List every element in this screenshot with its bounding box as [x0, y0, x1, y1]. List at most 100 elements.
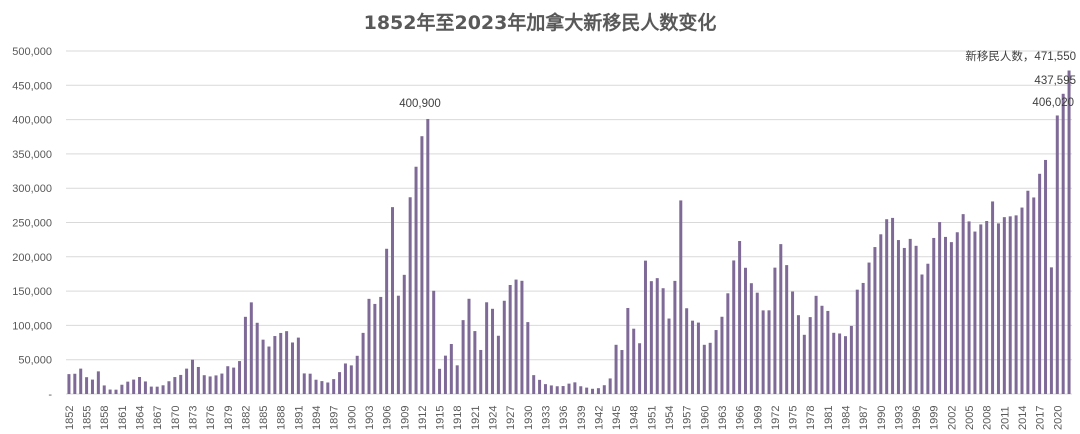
bar	[138, 376, 142, 394]
bar	[932, 237, 936, 394]
bar	[973, 231, 977, 394]
x-tick-label: 1927	[505, 406, 517, 430]
bar	[596, 388, 600, 394]
bar	[779, 244, 783, 394]
x-tick-label: 1984	[841, 406, 853, 430]
bar	[1026, 190, 1030, 394]
bar	[949, 242, 953, 394]
x-tick-label: 1930	[523, 406, 535, 430]
bar	[485, 302, 489, 394]
bar	[708, 342, 712, 394]
bar	[449, 343, 453, 394]
bar	[385, 248, 389, 394]
x-tick-label: 1873	[188, 406, 200, 430]
bar	[643, 260, 647, 394]
bar	[738, 241, 742, 394]
bar	[761, 310, 765, 394]
x-tick-label: 1912	[417, 406, 429, 430]
bar	[967, 221, 971, 394]
data-label: 406,020	[1032, 97, 1074, 109]
bar	[214, 375, 218, 394]
bar	[896, 240, 900, 394]
x-tick-label: 1957	[682, 406, 694, 430]
bar	[1055, 115, 1059, 394]
x-tick-label: 2017	[1035, 406, 1047, 430]
bar	[879, 234, 883, 394]
bar	[320, 381, 324, 394]
bar	[520, 280, 524, 394]
bar	[461, 320, 465, 394]
bar	[791, 291, 795, 394]
bar	[696, 322, 700, 394]
bar	[543, 384, 547, 394]
bar	[208, 376, 212, 394]
bar	[243, 316, 247, 394]
bar	[585, 387, 589, 394]
bar	[338, 372, 342, 394]
bar	[508, 284, 512, 394]
bar	[102, 385, 106, 394]
bar	[767, 310, 771, 394]
bar	[73, 373, 77, 394]
x-tick-label: 1942	[593, 406, 605, 430]
bar	[720, 316, 724, 394]
data-labels: 400,900 406,020 437,595 新移民人数，471,550	[399, 49, 1076, 110]
bar	[802, 334, 806, 394]
x-tick-label: 1864	[135, 406, 147, 430]
y-tick-label: 250,000	[12, 218, 52, 230]
bar	[396, 295, 400, 394]
bar	[573, 382, 577, 394]
x-tick-label: 1915	[435, 406, 447, 430]
bar	[238, 361, 242, 394]
bar	[567, 383, 571, 394]
bar	[608, 378, 612, 394]
x-tick-label: 2008	[982, 406, 994, 430]
bar	[414, 166, 418, 394]
bar	[849, 325, 853, 394]
data-label: 新移民人数，471,550	[965, 49, 1076, 63]
bar	[749, 283, 753, 394]
bar	[1038, 173, 1042, 394]
bar	[702, 344, 706, 394]
x-tick-label: 1861	[117, 406, 129, 430]
bar	[526, 322, 530, 394]
bar	[196, 366, 200, 394]
bar	[502, 300, 506, 394]
y-tick-label: 200,000	[12, 252, 52, 264]
bar	[173, 377, 177, 394]
bar	[161, 385, 165, 394]
bar	[579, 386, 583, 394]
bar	[226, 366, 230, 394]
x-tick-label: 1939	[576, 406, 588, 430]
bar	[961, 214, 965, 394]
x-tick-label: 1876	[205, 406, 217, 430]
bar	[926, 263, 930, 394]
bar	[1020, 207, 1024, 394]
bar	[808, 317, 812, 394]
bar	[991, 201, 995, 394]
bar	[408, 197, 412, 394]
bar	[996, 223, 1000, 394]
x-axis-labels: 1852 1855 1858 1861 1864 1867 1870 1873 1876 1879…	[64, 406, 1064, 430]
bar	[591, 388, 595, 394]
bar	[373, 303, 377, 394]
x-tick-label: 1903	[364, 406, 376, 430]
x-tick-label: 2020	[1052, 406, 1064, 430]
y-axis-labels: - 50,000 100,000 150,000 200,000 250,000 300,0…	[12, 46, 52, 401]
bar	[155, 386, 159, 394]
bar	[1061, 93, 1065, 394]
bar	[538, 379, 542, 394]
bar	[202, 375, 206, 394]
bar	[855, 289, 859, 394]
x-tick-label: 1858	[99, 406, 111, 430]
bar	[232, 367, 236, 394]
y-tick-label: 300,000	[12, 183, 52, 195]
bar	[867, 262, 871, 394]
x-tick-label: 1867	[152, 406, 164, 430]
x-tick-label: 2011	[999, 406, 1011, 430]
y-tick-label: 450,000	[12, 80, 52, 92]
bar	[185, 368, 189, 394]
x-tick-label: 1909	[399, 406, 411, 430]
y-tick-label: 500,000	[12, 46, 52, 58]
